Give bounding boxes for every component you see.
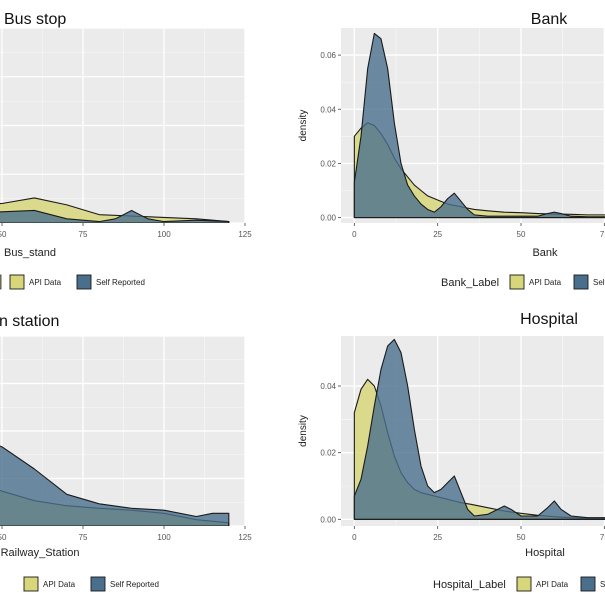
legend-label-self-reported: Self Reported <box>593 278 605 287</box>
x-axis-label: Bank <box>532 247 558 259</box>
legend-key-stub <box>0 274 2 290</box>
density-areas <box>0 445 230 526</box>
y-tick-label: 0.00 <box>320 515 336 524</box>
legend-key-api-data <box>509 274 525 290</box>
y-tick-label: 0.04 <box>320 382 336 391</box>
density-area-self-reported <box>353 32 605 219</box>
facet-2: 50 75 100 125 Railway_Station Train station AP… <box>0 313 252 592</box>
x-tick-label: 100 <box>157 230 171 239</box>
x-tick-label: 50 <box>0 533 7 542</box>
x-tick-label: 75 <box>79 533 88 542</box>
legend: Bank_Label API Data Self Reported <box>441 274 605 290</box>
x-tick-label: 0 <box>352 230 357 239</box>
x-tick-label: 100 <box>157 533 171 542</box>
x-axis-label: Hospital <box>525 547 565 559</box>
legend-key-self-reported <box>90 576 106 592</box>
legend: API Data Self Reported <box>0 274 145 290</box>
x-tick-label: 25 <box>433 230 442 239</box>
legend-label-api-data: API Data <box>529 278 562 287</box>
facet-0: 50 75 100 125 Bus_stand Bus stop API Data Self … <box>0 11 252 290</box>
facet-1: 0 25 50 75 0.00 0.02 0.04 0.06 density Bank Bank Ba… <box>298 11 605 290</box>
chart-title: Train station <box>0 313 59 330</box>
x-tick-labels: 50 75 100 125 <box>0 223 252 239</box>
facet-3: 0 25 50 75 0.00 0.02 0.04 density Hospital Hospit… <box>298 311 605 592</box>
x-axis-label: Railway_Station <box>1 547 80 559</box>
y-tick-labels: 0.00 0.02 0.04 <box>320 382 341 524</box>
x-tick-label: 125 <box>238 533 252 542</box>
legend-title: Bank_Label <box>441 277 499 289</box>
x-tick-label: 75 <box>600 230 605 239</box>
density-area-self-reported <box>0 209 230 223</box>
density-areas <box>353 338 605 520</box>
legend-key-api-data <box>23 576 39 592</box>
x-tick-label: 125 <box>238 230 252 239</box>
legend-key-api-data <box>516 576 532 592</box>
legend-key-self-reported <box>76 274 92 290</box>
y-tick-label: 0.00 <box>320 214 336 223</box>
legend-label-api-data: API Data <box>29 278 62 287</box>
y-tick-label: 0.04 <box>320 105 336 114</box>
x-tick-label: 75 <box>600 533 605 542</box>
x-tick-label: 50 <box>0 230 7 239</box>
chart-title: Bus stop <box>4 11 66 28</box>
density-area-self-reported <box>0 445 230 526</box>
y-tick-label: 0.02 <box>320 159 336 168</box>
legend-key-self-reported <box>573 274 589 290</box>
legend-label-self-reported: Self Reported <box>600 580 605 589</box>
x-tick-labels: 0 25 50 75 <box>352 526 605 542</box>
chart-title: Hospital <box>520 311 578 328</box>
x-axis-label: Bus_stand <box>4 247 56 259</box>
x-tick-label: 25 <box>433 533 442 542</box>
legend-title: Hospital_Label <box>433 579 506 591</box>
y-tick-label: 0.02 <box>320 449 336 458</box>
legend-key-api-data <box>9 274 25 290</box>
y-tick-labels: 0.00 0.02 0.04 0.06 <box>320 51 341 223</box>
legend: API Data Self Reported <box>23 576 159 592</box>
x-tick-labels: 0 25 50 75 <box>352 223 605 239</box>
y-tick-label: 0.06 <box>320 51 336 60</box>
density-areas <box>353 32 605 219</box>
legend-label-self-reported: Self Reported <box>96 278 145 287</box>
y-axis-label: density <box>298 110 309 142</box>
legend-label-self-reported: Self Reported <box>110 580 159 589</box>
x-tick-label: 50 <box>517 533 526 542</box>
gridlines <box>0 28 245 223</box>
x-tick-label: 0 <box>352 533 357 542</box>
chart-title: Bank <box>531 11 568 28</box>
y-axis-label: density <box>298 415 309 447</box>
legend-key-self-reported <box>580 576 596 592</box>
density-areas <box>0 197 230 223</box>
x-tick-labels: 50 75 100 125 <box>0 526 252 542</box>
legend-label-api-data: API Data <box>536 580 569 589</box>
x-tick-label: 50 <box>517 230 526 239</box>
legend: Hospital_Label API Data Self Reported <box>433 576 605 592</box>
legend-label-api-data: API Data <box>43 580 76 589</box>
density-area-self-reported <box>353 338 605 520</box>
x-tick-label: 75 <box>79 230 88 239</box>
